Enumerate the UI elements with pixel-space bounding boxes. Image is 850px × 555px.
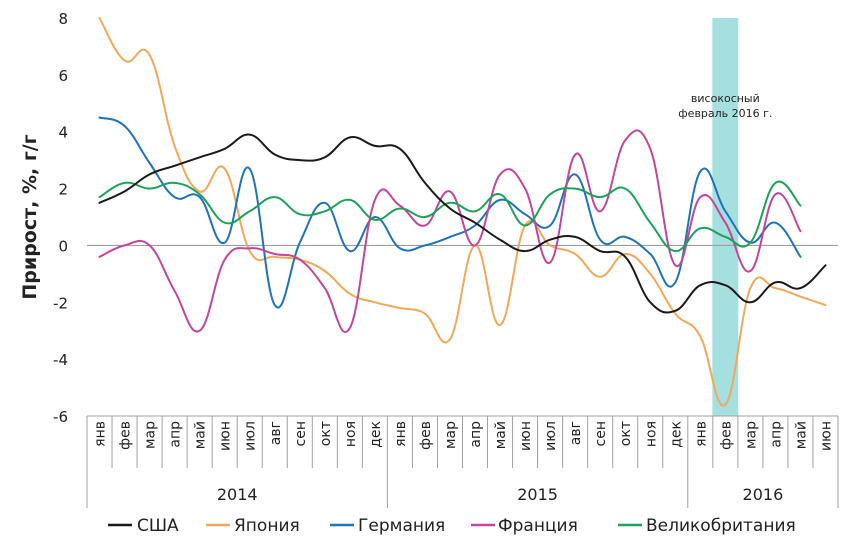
x-tick-label: окт: [618, 421, 634, 446]
annotation-text: високосный: [691, 92, 760, 105]
x-tick-label: фев: [718, 421, 734, 450]
x-tick-label: июн: [818, 421, 834, 451]
legend-label: Германия: [358, 516, 445, 536]
series-line-3: [98, 129, 802, 333]
series-lines: [98, 17, 827, 407]
x-tick-label: июл: [543, 421, 559, 451]
y-tick-label: -4: [53, 351, 68, 369]
x-tick-label: май: [493, 421, 509, 449]
x-tick-label: июн: [518, 421, 534, 451]
legend-label: США: [137, 516, 179, 536]
y-tick-label: 0: [58, 237, 68, 255]
series-line-1: [98, 17, 827, 407]
axes: [86, 244, 839, 508]
x-tick-label: май: [793, 421, 809, 449]
x-tick-label: дек: [668, 421, 684, 448]
x-tick-label: мар: [743, 421, 759, 449]
x-tick-label: дек: [368, 421, 384, 448]
x-tick-label: фев: [418, 421, 434, 450]
series-line-2: [98, 116, 802, 309]
y-tick-label: 4: [58, 124, 68, 142]
x-tick-label: янв: [393, 421, 409, 447]
legend: США Япония Германия Франция Великобритания: [108, 516, 796, 536]
x-tick-label: сен: [293, 421, 309, 446]
x-tick-label: авг: [568, 421, 584, 445]
y-tick-label: -2: [53, 294, 68, 312]
year-label: 2014: [217, 485, 258, 504]
legend-label: Япония: [234, 516, 300, 536]
x-tick-label: мар: [143, 421, 159, 449]
annotation: високосный февраль 2016 г.: [678, 92, 772, 120]
x-tick-label: янв: [93, 421, 109, 447]
x-tick-label: фев: [118, 421, 134, 450]
leap-february-highlight: [712, 18, 739, 416]
x-tick-label: янв: [693, 421, 709, 447]
y-axis-title: Прирост, %, г/г: [19, 134, 41, 299]
year-label: 2016: [743, 485, 784, 504]
annotation-text: февраль 2016 г.: [678, 107, 772, 120]
x-tick-label: авг: [268, 421, 284, 445]
x-tick-label: июл: [243, 421, 259, 451]
y-tick-label: -6: [53, 408, 68, 426]
legend-label: Великобритания: [646, 516, 796, 536]
y-tick-label: 2: [58, 181, 68, 199]
highlight-band: [712, 18, 739, 416]
x-tick-label: окт: [318, 421, 334, 446]
x-tick-label: апр: [168, 421, 184, 448]
x-tick-label: май: [193, 421, 209, 449]
legend-label: Франция: [498, 516, 578, 536]
y-tick-label: 8: [58, 10, 68, 28]
x-tick-label: июн: [218, 421, 234, 451]
x-tick-label: мар: [443, 421, 459, 449]
x-tick-label: сен: [593, 421, 609, 446]
year-label: 2015: [517, 485, 558, 504]
series-line-0: [98, 133, 827, 314]
x-tick-label: ноя: [343, 421, 359, 447]
y-tick-label: 6: [58, 67, 68, 85]
series-line-4: [98, 180, 802, 253]
x-tick-label: апр: [768, 421, 784, 448]
x-tick-label: ноя: [643, 421, 659, 447]
x-tick-label: апр: [468, 421, 484, 448]
